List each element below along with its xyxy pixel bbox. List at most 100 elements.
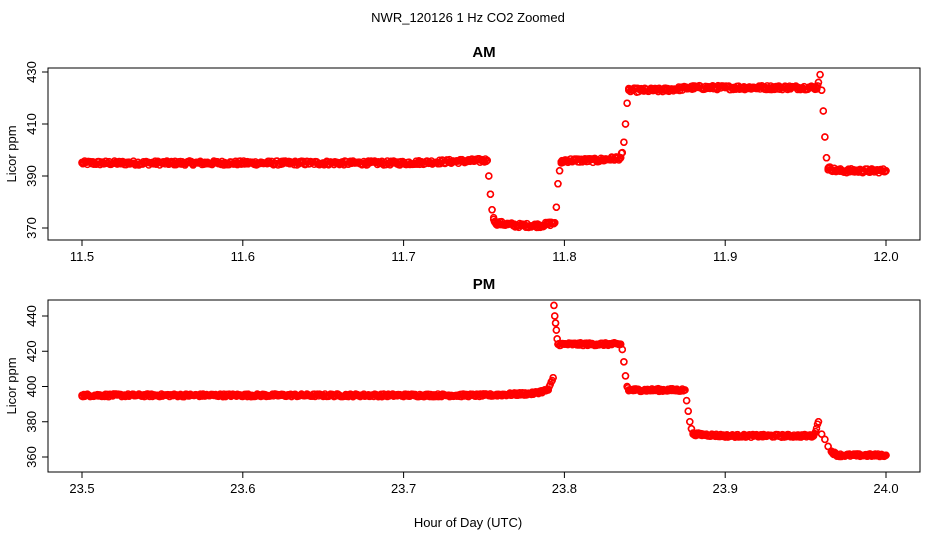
data-point-pm-882 [319, 391, 327, 400]
x-tick-label-pm-5: 24.0 [873, 481, 898, 496]
y-tick-label-pm-3: 420 [24, 340, 39, 362]
series-am [78, 70, 890, 232]
x-tick-label-am-3: 11.8 [552, 249, 576, 264]
data-point-pm-883 [399, 391, 408, 400]
data-point-am-909 [689, 83, 697, 92]
data-point-am-924 [882, 167, 890, 175]
y-tick-label-pm-2: 400 [24, 376, 39, 398]
x-tick-label-am-5: 12.0 [873, 249, 898, 264]
x-tick-label-pm-4: 23.9 [713, 481, 738, 496]
panel-am: AM 11.5 11.6 11.7 11.8 11.9 12.0 370 390 410 430… [4, 44, 921, 264]
data-point-pm-881 [239, 391, 247, 400]
data-point-am-914 [814, 78, 823, 87]
x-axis-label: Hour of Day (UTC) [414, 515, 522, 530]
y-axis-label-pm: Licor ppm [4, 357, 19, 414]
data-point-pm-897 [618, 345, 627, 354]
data-point-am-904 [620, 138, 628, 146]
x-tick-label-pm-3: 23.8 [552, 481, 577, 496]
data-point-am-907 [624, 86, 633, 94]
data-point-am-885 [319, 159, 327, 167]
data-point-am-897 [554, 180, 562, 188]
data-point-am-884 [239, 159, 247, 167]
data-point-pm-884 [480, 391, 488, 400]
data-point-pm-901 [624, 386, 633, 394]
data-point-pm-911 [785, 432, 794, 440]
data-point-am-916 [817, 86, 826, 94]
data-point-pm-879 [78, 391, 86, 400]
data-point-pm-915 [821, 435, 829, 444]
data-point-pm-899 [621, 372, 630, 380]
x-axis-pm: 23.5 23.6 23.7 23.8 23.9 24.0 [69, 472, 899, 496]
data-point-pm-914 [817, 430, 826, 438]
data-point-pm-903 [681, 386, 689, 394]
data-point-pm-885 [528, 389, 536, 398]
data-point-pm-913 [814, 418, 823, 426]
plot-frame-pm [47, 299, 921, 473]
series-pm [78, 301, 890, 461]
y-tick-label-pm-0: 360 [24, 446, 39, 468]
plot-frame-am [47, 67, 921, 241]
data-point-pm-912 [809, 432, 818, 440]
y-tick-label-am-1: 390 [24, 165, 39, 187]
y-axis-am: 370 390 410 430 [24, 61, 48, 239]
data-point-pm-910 [753, 432, 762, 440]
data-point-pm-919 [834, 451, 842, 459]
data-point-pm-906 [686, 418, 694, 426]
data-point-am-896 [552, 203, 561, 211]
data-point-pm-888 [550, 301, 558, 310]
data-point-am-892 [491, 219, 500, 227]
x-tick-label-am-2: 11.7 [391, 249, 415, 264]
data-point-pm-921 [866, 451, 874, 459]
data-point-pm-922 [882, 451, 890, 459]
data-point-pm-895 [592, 340, 601, 348]
data-point-am-921 [834, 167, 842, 175]
data-point-am-922 [850, 167, 858, 175]
x-axis-am: 11.5 11.6 11.7 11.8 11.9 12.0 [70, 240, 899, 264]
x-tick-label-am-1: 11.6 [231, 249, 255, 264]
data-point-am-915 [816, 70, 824, 79]
data-point-am-923 [866, 167, 874, 175]
data-point-pm-909 [721, 432, 729, 440]
data-point-am-890 [488, 206, 496, 214]
data-point-pm-898 [620, 358, 628, 366]
data-point-am-903 [618, 148, 627, 157]
data-point-pm-905 [684, 407, 692, 415]
data-point-am-911 [753, 83, 762, 92]
data-point-am-886 [399, 159, 408, 167]
data-point-pm-886 [544, 386, 553, 394]
data-point-am-906 [623, 99, 631, 107]
data-point-am-918 [821, 133, 829, 141]
x-tick-label-am-4: 11.9 [713, 249, 737, 264]
y-tick-label-am-3: 430 [24, 61, 39, 83]
data-point-pm-920 [850, 451, 858, 459]
data-point-am-919 [822, 154, 831, 162]
data-point-am-901 [592, 156, 601, 165]
data-point-am-520 [550, 220, 558, 228]
data-point-am-893 [512, 221, 520, 230]
panel-pm: PM 23.5 23.6 23.7 23.8 23.9 24.0 360 380 400 420… [4, 276, 921, 496]
data-point-pm-880 [158, 391, 167, 400]
panel-title-am: AM [472, 44, 495, 61]
data-point-am-912 [785, 83, 794, 92]
y-tick-label-pm-1: 380 [24, 411, 39, 433]
x-tick-label-pm-0: 23.5 [69, 481, 94, 496]
data-point-pm-887 [549, 373, 557, 382]
data-point-pm-809 [811, 427, 820, 436]
data-point-am-917 [819, 107, 828, 115]
y-tick-label-pm-4: 440 [24, 305, 39, 327]
data-point-pm-889 [551, 312, 559, 320]
y-axis-pm: 360 380 400 420 440 [24, 305, 48, 468]
y-axis-label-am: Licor ppm [4, 125, 19, 182]
data-point-pm-902 [657, 386, 665, 394]
data-point-am-908 [657, 86, 665, 94]
data-point-am-448 [482, 157, 491, 166]
x-tick-label-pm-2: 23.7 [391, 481, 416, 496]
x-tick-label-am-0: 11.5 [70, 249, 94, 264]
y-tick-label-am-0: 370 [24, 217, 39, 239]
data-point-am-905 [621, 120, 630, 128]
data-point-pm-891 [552, 326, 561, 334]
data-point-pm-894 [560, 340, 569, 348]
data-point-pm-890 [551, 319, 560, 327]
data-point-am-898 [555, 167, 564, 175]
